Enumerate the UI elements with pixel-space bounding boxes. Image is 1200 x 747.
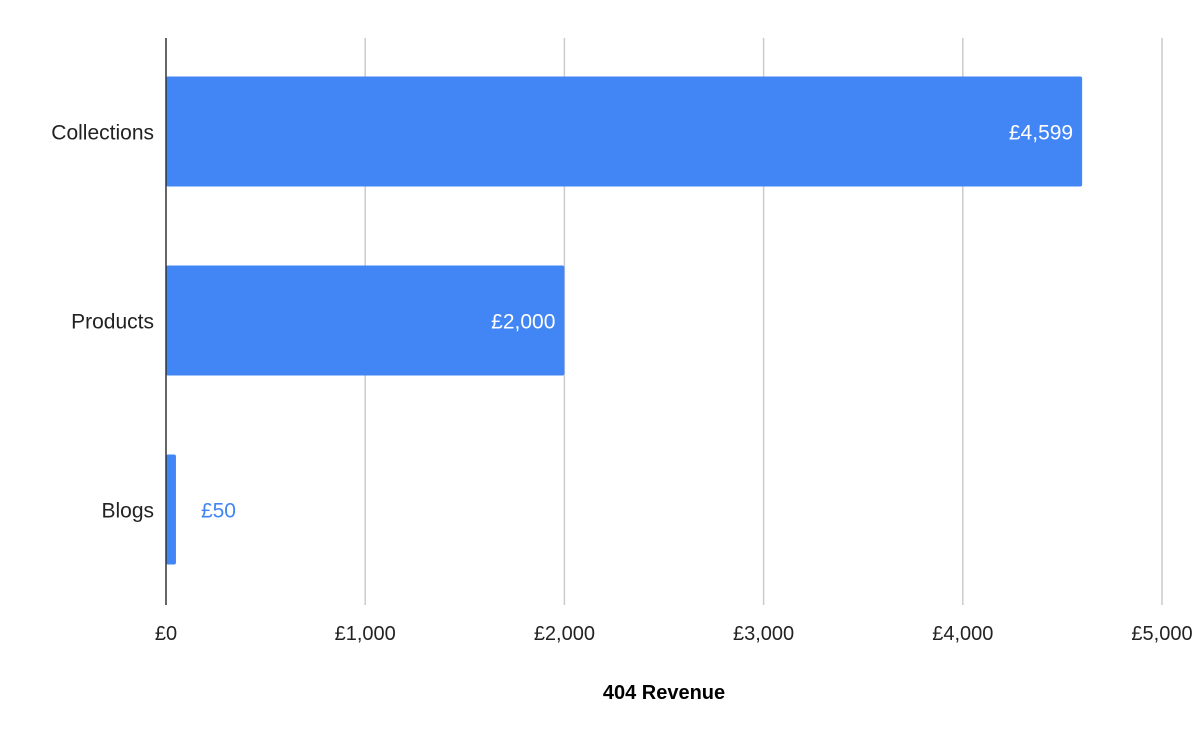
bar-blogs [166, 454, 176, 565]
x-tick-label: £4,000 [932, 623, 993, 645]
x-axis-title: 404 Revenue [603, 682, 725, 704]
x-tick-label: £5,000 [1131, 623, 1192, 645]
x-tick-label: £0 [155, 623, 177, 645]
bar-products [166, 265, 565, 376]
x-tick-label: £1,000 [335, 623, 396, 645]
bar-collections [166, 76, 1083, 187]
data-label: £4,599 [1009, 122, 1073, 145]
category-label: Blogs [101, 500, 154, 523]
data-label: £2,000 [491, 311, 555, 334]
category-label: Products [71, 311, 154, 334]
data-label: £50 [201, 500, 236, 523]
category-label: Collections [51, 122, 154, 145]
x-tick-label: £3,000 [733, 623, 794, 645]
x-tick-label: £2,000 [534, 623, 595, 645]
